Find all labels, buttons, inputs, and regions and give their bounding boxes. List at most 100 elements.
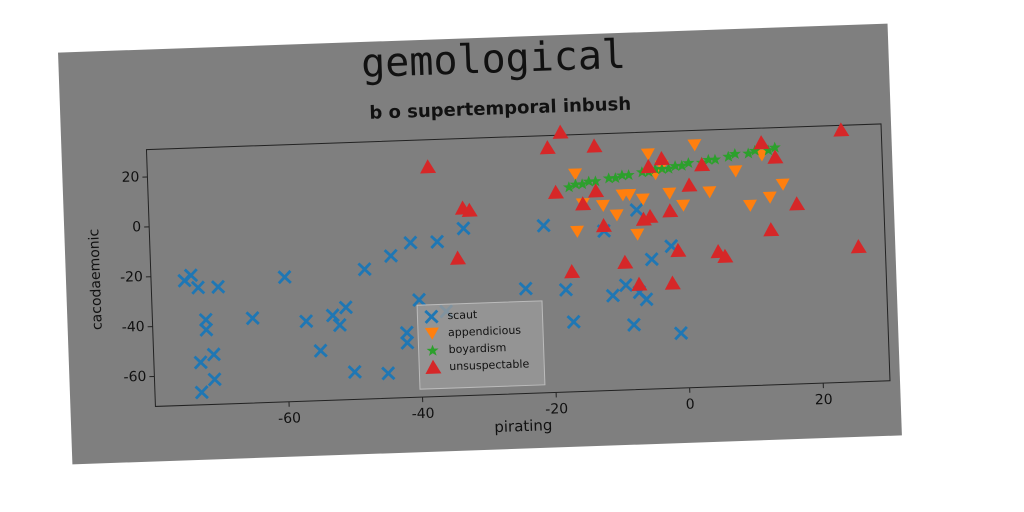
point bbox=[617, 254, 634, 269]
y-axis-label: cacodaemonic bbox=[86, 229, 106, 331]
point bbox=[753, 135, 770, 150]
point bbox=[609, 172, 622, 184]
point bbox=[768, 141, 781, 153]
point bbox=[694, 157, 711, 172]
x-tick-label: -60 bbox=[278, 410, 301, 427]
point bbox=[245, 310, 260, 326]
point bbox=[682, 157, 695, 169]
point bbox=[626, 317, 642, 332]
point bbox=[411, 292, 427, 308]
point bbox=[381, 366, 396, 381]
point bbox=[728, 148, 741, 160]
point bbox=[673, 325, 689, 341]
point bbox=[194, 385, 209, 400]
point bbox=[548, 184, 565, 199]
point bbox=[640, 148, 655, 161]
point bbox=[681, 177, 698, 192]
point bbox=[586, 138, 603, 153]
legend-label: unsuspectable bbox=[449, 357, 530, 373]
point bbox=[206, 347, 221, 362]
point bbox=[347, 364, 362, 380]
y-tick-label: 20 bbox=[121, 169, 139, 186]
y-tick-label: -60 bbox=[123, 369, 146, 386]
point bbox=[662, 187, 677, 200]
x-tick-label: -20 bbox=[545, 401, 568, 418]
legend-label: appendicious bbox=[448, 324, 522, 340]
y-tick-label: -20 bbox=[120, 269, 143, 286]
point bbox=[833, 122, 850, 137]
point bbox=[595, 217, 612, 233]
point bbox=[589, 175, 602, 187]
point bbox=[709, 153, 722, 165]
point bbox=[640, 159, 657, 174]
point bbox=[536, 218, 551, 233]
point bbox=[630, 228, 645, 241]
point bbox=[662, 162, 675, 174]
point bbox=[207, 372, 222, 387]
point bbox=[566, 314, 581, 330]
point bbox=[635, 211, 652, 226]
legend-marker bbox=[424, 327, 439, 340]
point bbox=[193, 355, 208, 370]
point bbox=[582, 175, 595, 187]
point bbox=[655, 163, 668, 175]
legend-label: boyardism bbox=[448, 341, 506, 356]
point bbox=[602, 172, 615, 184]
point bbox=[456, 221, 471, 236]
point bbox=[450, 250, 467, 265]
point bbox=[767, 149, 784, 164]
y-tick-label: -40 bbox=[122, 319, 145, 336]
point bbox=[277, 269, 292, 285]
point bbox=[198, 312, 214, 327]
point bbox=[675, 159, 688, 171]
point bbox=[430, 234, 445, 249]
point bbox=[570, 225, 585, 238]
point bbox=[332, 317, 347, 333]
point bbox=[742, 199, 757, 212]
point bbox=[717, 248, 734, 263]
x-axis-label: pirating bbox=[494, 416, 553, 436]
point bbox=[639, 292, 654, 307]
point bbox=[635, 193, 650, 206]
point bbox=[420, 159, 437, 174]
point bbox=[558, 282, 574, 297]
point bbox=[595, 199, 610, 213]
x-tick-label: -40 bbox=[411, 406, 434, 423]
point bbox=[568, 168, 583, 181]
point bbox=[622, 188, 637, 202]
rotated-card: gemological b o supertemporal inbush pir… bbox=[58, 23, 902, 465]
point bbox=[649, 163, 662, 175]
point bbox=[702, 153, 715, 166]
point bbox=[618, 277, 634, 293]
point bbox=[338, 300, 354, 315]
point bbox=[588, 183, 605, 198]
point bbox=[664, 275, 681, 290]
point bbox=[670, 242, 687, 258]
axes-frame bbox=[145, 123, 891, 407]
point bbox=[461, 202, 478, 217]
point bbox=[569, 178, 582, 190]
point bbox=[299, 314, 314, 329]
point bbox=[722, 150, 735, 162]
point bbox=[383, 248, 399, 264]
point bbox=[754, 149, 769, 162]
point bbox=[762, 191, 777, 204]
point bbox=[662, 203, 679, 218]
point bbox=[687, 139, 702, 152]
point bbox=[622, 169, 635, 181]
point bbox=[183, 268, 199, 283]
point bbox=[676, 199, 691, 212]
legend-marker bbox=[425, 359, 442, 374]
point bbox=[576, 178, 589, 190]
point bbox=[850, 239, 867, 254]
point bbox=[518, 281, 533, 296]
point bbox=[575, 196, 592, 211]
point bbox=[748, 144, 761, 156]
point bbox=[616, 169, 628, 181]
point bbox=[357, 262, 372, 277]
point bbox=[742, 147, 755, 159]
point bbox=[631, 276, 648, 291]
y-tick-label: 0 bbox=[132, 219, 141, 235]
point bbox=[775, 178, 790, 191]
point bbox=[539, 140, 556, 155]
